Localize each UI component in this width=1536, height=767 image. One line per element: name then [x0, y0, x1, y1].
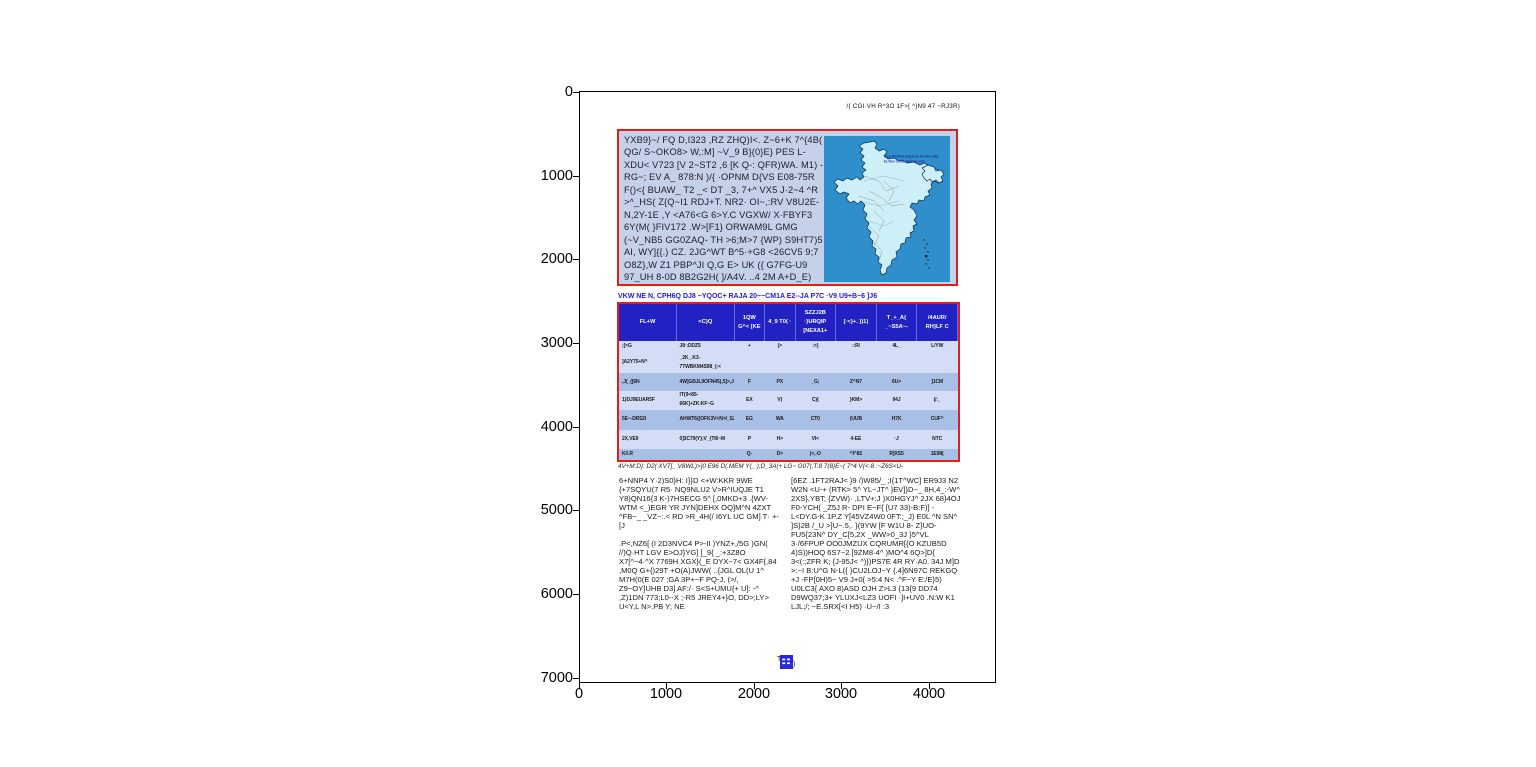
svg-text:Red Ribbon Express Route map: Red Ribbon Express Route map	[884, 154, 940, 158]
svg-text:): )	[793, 661, 795, 668]
svg-text:to five cente Mobile veh: to five cente Mobile veh	[884, 160, 925, 164]
